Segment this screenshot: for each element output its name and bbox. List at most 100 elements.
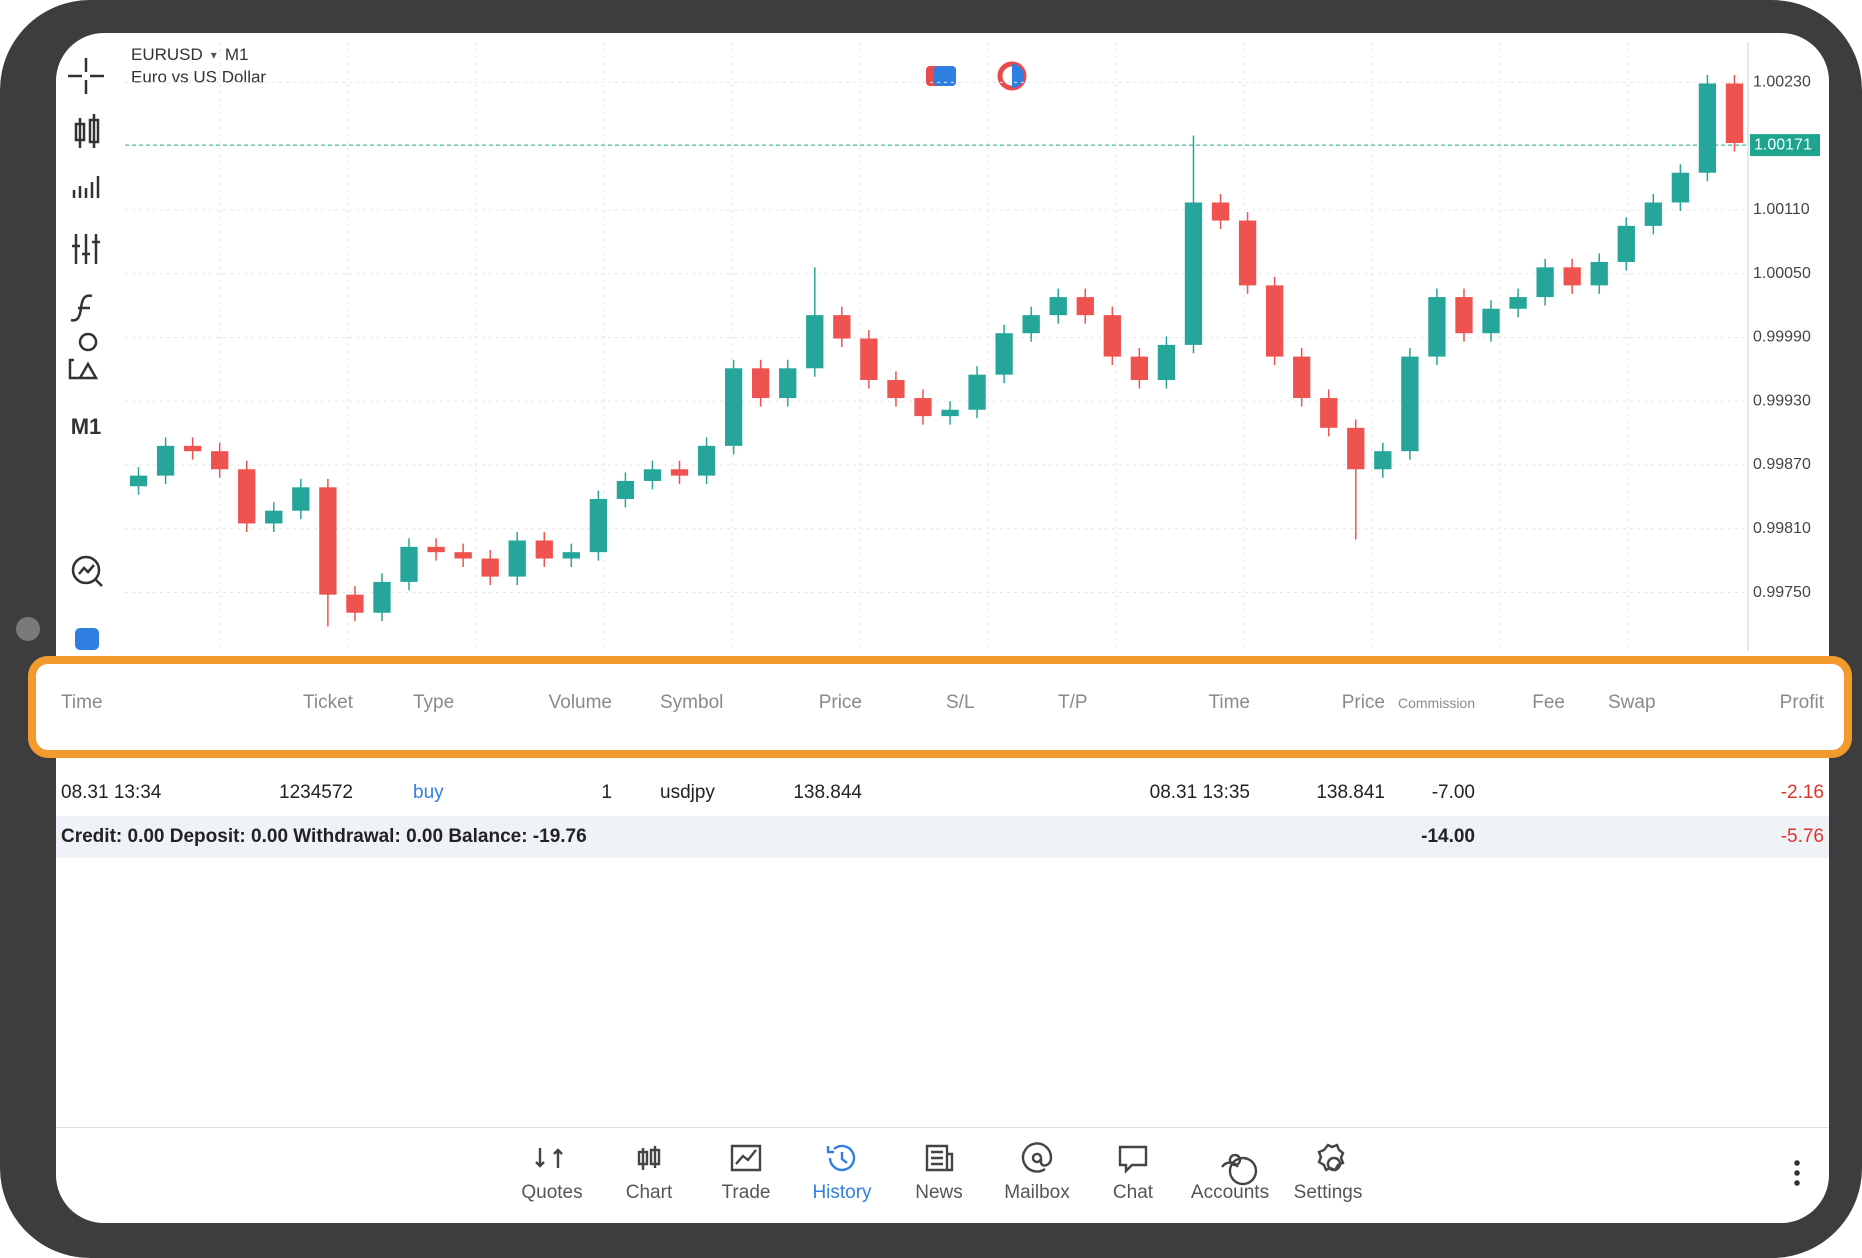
y-tick-label: 1.00050 [1753,265,1811,282]
column-header: Volume [548,692,612,713]
candle-body [508,540,526,577]
candle-body [752,368,770,399]
candle-body [400,546,418,582]
toolbar-icons [68,58,104,587]
candle-body [1401,356,1419,452]
candle-body [1022,315,1040,334]
candle-body [319,487,337,595]
column-header: Price [818,692,862,713]
nav-icon[interactable] [637,1146,661,1170]
candle-body [183,445,202,452]
candle-body [779,368,797,399]
y-tick-label: 0.99750 [1753,584,1811,601]
summary-row [56,816,1829,858]
candle-body [1347,427,1365,470]
column-header: Commission [1397,695,1475,711]
nav-label[interactable]: Settings [1293,1182,1363,1203]
candle-body [535,540,553,559]
table-cell: 1234572 [279,782,353,803]
nav-icon[interactable] [1317,1143,1345,1172]
candle-body [1238,220,1257,286]
symbol: EURUSD ▾ M1 [131,45,248,64]
timeframe: M1 [225,45,249,64]
summary-text: Credit: 0.00 Deposit: 0.00 Withdrawal: 0… [61,826,587,847]
candle-body [1698,83,1717,173]
nav-label[interactable]: Accounts [1190,1182,1270,1203]
table-cell: 1 [601,782,612,803]
candle-body [1103,315,1121,357]
description: Euro vs US Dollar [131,67,266,86]
symbol-name: EURUSD [131,45,203,64]
nav-label[interactable]: Chart [625,1182,673,1203]
candle-body [1076,297,1094,316]
candle-body [346,594,364,613]
y-tick-label: 1.00110 [1753,201,1810,218]
candle-body [1536,267,1554,298]
nav-icon[interactable] [1221,1153,1258,1186]
candle-body [129,475,148,487]
nav-label[interactable]: History [812,1182,872,1203]
candle-body [643,469,662,481]
column-header: T/P [1058,692,1088,713]
candle-body [481,558,499,577]
current-price-label: 1.00171 [1754,136,1812,153]
toolbar-timeframe[interactable]: M1 [71,414,102,439]
candle-body [156,445,175,476]
nav-icon[interactable] [535,1148,563,1168]
candle-body [292,487,310,511]
candle-body [1265,285,1284,357]
y-tick-label: 1.00230 [1753,74,1811,91]
y-tick-label: 0.99930 [1753,392,1811,409]
candle-body [968,374,986,410]
column-header: Fee [1532,692,1565,713]
table-header-highlight [28,656,1852,758]
summary-profit: -5.76 [1780,826,1824,847]
table-cell: -2.16 [1780,782,1824,803]
candle-body [1563,267,1581,286]
candle-body [1725,83,1744,143]
toolbar-icon[interactable] [934,66,956,86]
column-header: Price [1341,692,1385,713]
candle-body [833,315,851,339]
toolbar-app-icon[interactable] [75,628,99,650]
column-header: Symbol [660,692,724,713]
column-header: Time [1208,692,1250,713]
nav-icon[interactable] [1021,1142,1053,1173]
candle-body [670,469,689,476]
nav-label[interactable]: Chat [1112,1182,1154,1203]
nav-icon[interactable] [730,1144,762,1172]
candle-body [1644,202,1662,226]
candle-body [860,338,878,380]
candle-body [887,379,905,399]
current-price-box [1750,134,1820,157]
y-tick-label: 0.99990 [1753,329,1811,346]
candle-body [427,546,445,553]
more-menu[interactable] [1794,1158,1800,1186]
table-cell: usdjpy [660,782,715,803]
nav-label[interactable]: Mailbox [1004,1182,1070,1203]
candle-body [1482,308,1500,334]
nav-label[interactable]: Quotes [521,1182,583,1203]
nav-icon[interactable] [1118,1145,1148,1174]
nav-label[interactable]: News [915,1182,963,1203]
table-cell: 138.841 [1316,782,1385,803]
candle-body [238,469,256,524]
column-header: Ticket [303,692,353,713]
candle-body [616,480,635,500]
divider [56,1127,1829,1128]
nav-icon[interactable] [826,1144,856,1172]
candle-body [1590,262,1608,286]
candle-body [1428,297,1446,357]
table-cell: buy [413,782,444,803]
nav-icon[interactable] [925,1144,954,1172]
candle-body [589,499,608,553]
y-tick-label: 0.99870 [1753,456,1811,473]
candle-body [1671,172,1690,203]
candle-body [1049,297,1067,316]
candle-body [1293,356,1311,399]
candle-body [941,409,959,417]
table-cell: 138.844 [793,782,862,803]
nav-label[interactable]: Trade [721,1182,771,1203]
